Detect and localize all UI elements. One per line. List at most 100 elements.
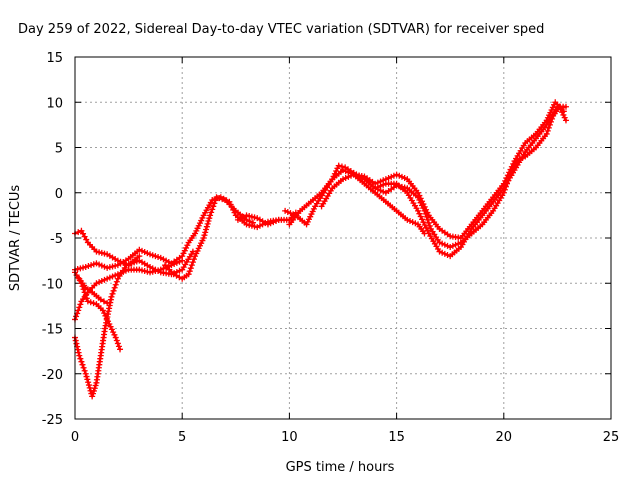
data-point-marker — [441, 250, 448, 257]
data-point-marker — [103, 315, 110, 322]
data-point-marker — [106, 264, 113, 271]
data-point-marker — [102, 312, 109, 319]
data-point-marker — [203, 226, 210, 233]
data-point-marker — [85, 382, 92, 389]
data-point-marker — [444, 251, 451, 258]
data-point-marker — [92, 382, 99, 389]
data-point-marker — [96, 249, 103, 256]
data-point-marker — [84, 298, 91, 305]
data-point-marker — [184, 242, 191, 249]
data-point-marker — [335, 162, 342, 169]
data-point-marker — [104, 275, 111, 282]
y-axis-label: SDTVAR / TECUs — [8, 185, 23, 292]
data-point-marker — [560, 108, 567, 115]
series-track-2 — [72, 194, 282, 273]
data-point-marker — [248, 222, 255, 229]
data-point-marker — [84, 376, 91, 383]
data-point-marker — [561, 114, 568, 121]
data-point-marker — [390, 172, 397, 179]
data-point-marker — [249, 219, 256, 226]
y-tick-label: -20 — [42, 368, 63, 383]
data-point-marker — [204, 220, 211, 227]
data-point-marker — [416, 210, 423, 217]
data-point-marker — [109, 273, 116, 280]
data-point-marker — [188, 262, 195, 269]
data-point-marker — [136, 266, 143, 273]
data-point-marker — [100, 298, 107, 305]
data-point-marker — [415, 207, 422, 214]
data-point-marker — [424, 227, 431, 234]
data-point-marker — [160, 265, 167, 272]
data-point-marker — [424, 209, 431, 216]
data-point-marker — [101, 250, 108, 257]
data-point-marker — [144, 268, 151, 275]
data-point-marker — [200, 235, 207, 241]
data-point-marker — [179, 257, 186, 264]
data-point-marker — [510, 160, 517, 167]
data-point-marker — [270, 219, 277, 226]
data-point-marker — [91, 385, 98, 392]
x-axis-label: GPS time / hours — [286, 460, 395, 475]
data-point-marker — [372, 185, 379, 192]
data-point-marker — [282, 207, 289, 214]
data-point-marker — [377, 182, 384, 189]
axes: 0 5 10 15 20 25 -25 -20 -15 -10 -5 0 5 10 15 — [42, 51, 620, 445]
data-point-marker — [72, 337, 79, 344]
data-point-marker — [93, 248, 100, 255]
data-point-marker — [393, 171, 400, 178]
data-point-marker — [98, 262, 105, 269]
data-point-marker — [439, 240, 446, 247]
x-tick-label: 15 — [388, 430, 405, 445]
data-point-marker — [78, 358, 85, 365]
data-point-marker — [77, 265, 84, 272]
data-point-marker — [455, 240, 462, 247]
data-point-marker — [82, 263, 89, 270]
data-point-marker — [210, 203, 217, 210]
data-point-marker — [338, 163, 345, 170]
data-point-marker — [147, 251, 154, 258]
data-point-marker — [562, 117, 569, 124]
data-point-marker — [290, 211, 297, 218]
data-point-marker — [111, 284, 118, 291]
data-point-marker — [117, 346, 124, 353]
data-point-marker — [104, 300, 111, 307]
data-point-marker — [74, 265, 81, 272]
data-point-marker — [112, 334, 119, 341]
data-point-marker — [420, 201, 427, 208]
data-point-marker — [168, 262, 175, 269]
data-point-marker — [90, 387, 97, 394]
series-track-6 — [76, 275, 111, 307]
data-point-marker — [421, 203, 428, 210]
data-point-marker — [115, 343, 122, 350]
data-point-marker — [89, 393, 96, 400]
data-point-marker — [543, 130, 550, 137]
y-tick-label: 5 — [55, 142, 63, 157]
data-point-marker — [101, 263, 108, 270]
data-point-marker — [90, 390, 97, 397]
data-point-marker — [423, 206, 430, 213]
data-point-marker — [423, 224, 430, 231]
data-point-marker — [246, 213, 253, 220]
data-point-marker — [388, 173, 395, 180]
data-point-marker — [149, 252, 156, 259]
data-point-marker — [211, 200, 218, 207]
data-point-marker — [334, 165, 341, 172]
data-point-marker — [114, 271, 121, 278]
data-point-marker — [203, 223, 210, 230]
data-point-marker — [340, 176, 346, 183]
data-point-marker — [207, 212, 214, 219]
chart-title: Day 259 of 2022, Sidereal Day-to-day VTE… — [18, 22, 544, 37]
x-tick-label: 25 — [603, 430, 620, 445]
data-point-marker — [98, 249, 105, 256]
data-point-marker — [141, 249, 148, 256]
y-tick-label: -15 — [42, 323, 63, 338]
data-point-marker — [110, 287, 117, 294]
data-point-marker — [98, 277, 105, 284]
x-tick-label: 5 — [178, 430, 186, 445]
data-point-marker — [186, 268, 193, 275]
y-tick-label: -5 — [50, 232, 63, 247]
data-point-marker — [544, 127, 551, 134]
data-point-marker — [404, 216, 411, 223]
data-point-marker — [264, 221, 271, 228]
